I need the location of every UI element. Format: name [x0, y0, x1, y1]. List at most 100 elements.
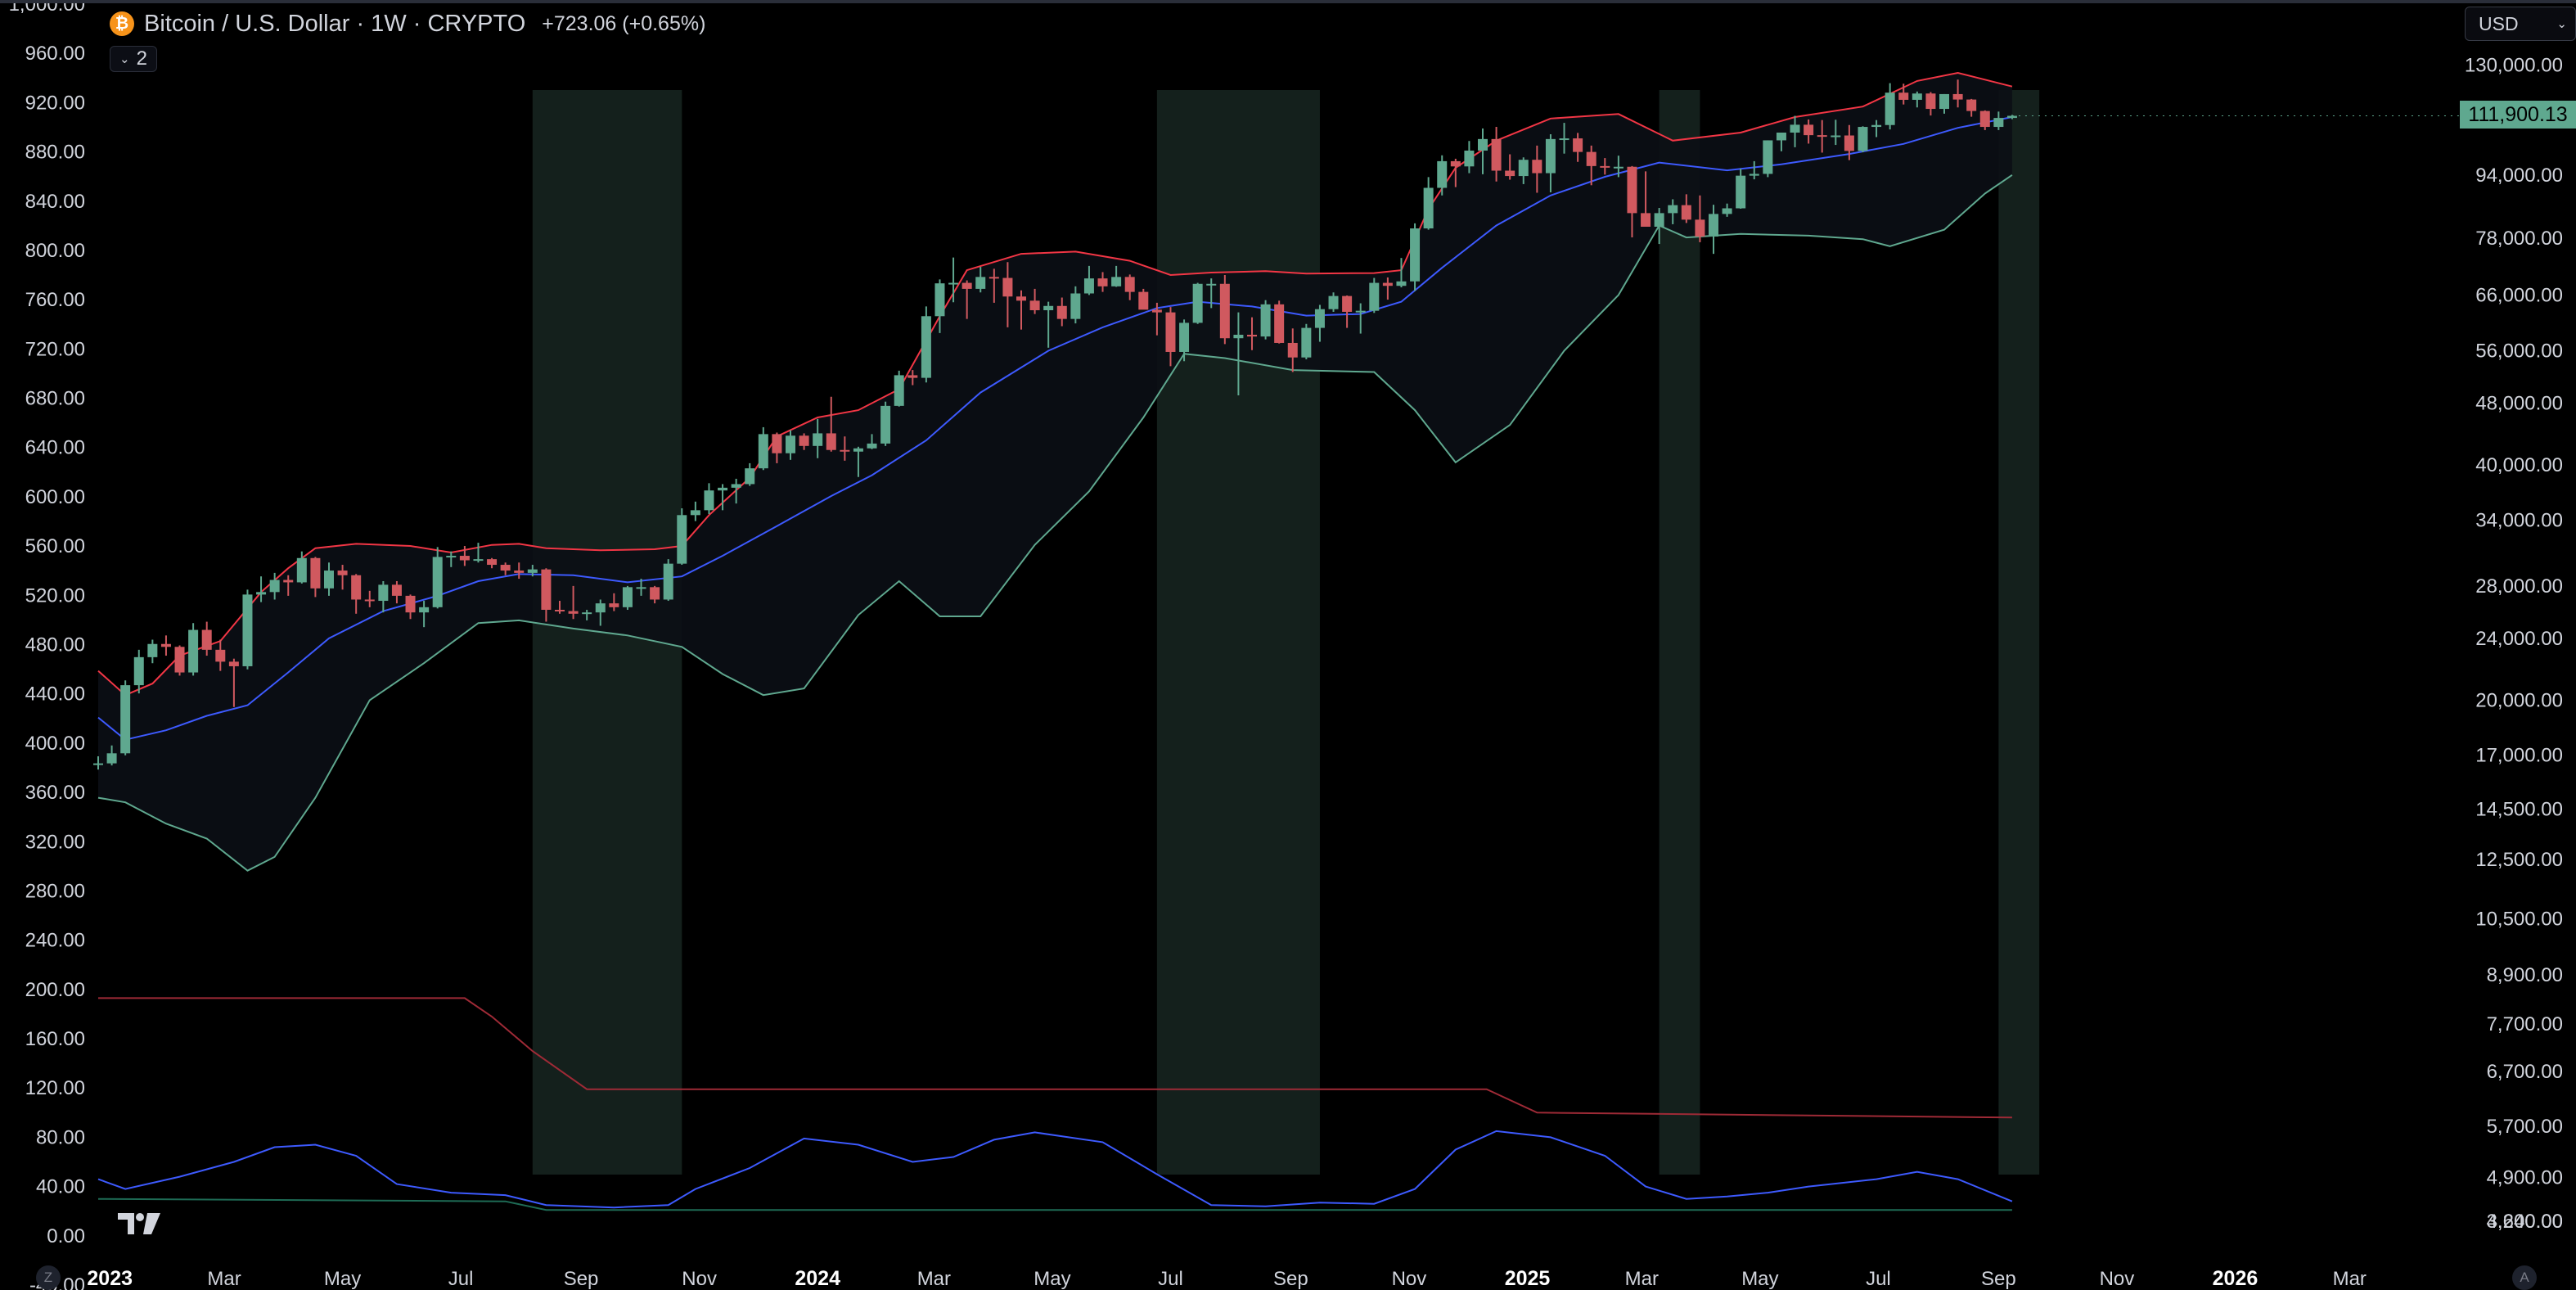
indicators-toggle-button[interactable]: ⌄ 2	[110, 46, 157, 72]
candle-body	[1559, 138, 1569, 141]
candle	[1613, 156, 1624, 178]
candle	[1695, 195, 1705, 242]
right-axis-tick: 17,000.00	[2475, 745, 2563, 767]
x-axis-tick: May	[1034, 1268, 1070, 1290]
candle-body	[1586, 151, 1596, 166]
x-axis-tick: Mar	[917, 1268, 951, 1290]
candle-body	[1790, 124, 1800, 133]
currency-selector[interactable]: USD ⌄	[2465, 7, 2576, 41]
candle	[1858, 126, 1868, 153]
candle	[663, 559, 673, 602]
candle-body	[487, 559, 498, 566]
candle	[1138, 288, 1149, 310]
candle-body	[568, 611, 579, 614]
candle	[1151, 302, 1162, 336]
symbol-title[interactable]: Bitcoin / U.S. Dollar · 1W · CRYPTO	[144, 10, 526, 37]
left-axis-tick: 480.00	[25, 634, 85, 656]
candle-body	[1627, 166, 1637, 214]
candle-body	[1314, 309, 1325, 328]
candle-body	[473, 559, 484, 562]
x-axis-tick: Mar	[2333, 1268, 2367, 1290]
candle-body	[622, 587, 633, 607]
right-axis-tick: 34,000.00	[2475, 509, 2563, 531]
candle-body	[446, 556, 457, 558]
auto-scale-button[interactable]: A	[2512, 1265, 2537, 1290]
candle-body	[378, 584, 389, 602]
candle	[1952, 79, 1963, 108]
candle	[1247, 317, 1257, 350]
right-axis: 130,000.00 94,000.00 78,000.00 66,000.00 56,…	[2465, 54, 2563, 1233]
candle-body	[364, 599, 375, 602]
candle	[283, 575, 294, 596]
left-axis-tick: 760.00	[25, 289, 85, 311]
candle	[880, 401, 891, 446]
candle-body	[201, 629, 212, 650]
candle-body	[1029, 300, 1040, 311]
candle-body	[1831, 135, 1841, 138]
candle	[500, 562, 511, 575]
left-axis-tick: 160.00	[25, 1028, 85, 1050]
candle-body	[1722, 208, 1732, 214]
candle-body	[650, 587, 660, 600]
candle	[147, 639, 158, 664]
candle-body	[1695, 219, 1705, 237]
candle-body	[826, 433, 836, 450]
candle-body	[1668, 205, 1678, 214]
x-axis-tick: Sep	[1273, 1268, 1308, 1290]
candle	[799, 433, 809, 450]
left-axis-tick: 680.00	[25, 388, 85, 410]
right-axis-tick: 78,000.00	[2475, 228, 2563, 250]
candle	[826, 396, 836, 452]
candle	[242, 589, 253, 670]
x-axis-tick: Jul	[1158, 1268, 1183, 1290]
candle	[1518, 157, 1529, 184]
right-axis-tick: 40,000.00	[2475, 454, 2563, 476]
candle-body	[1681, 205, 1691, 220]
left-axis-tick: 0.00	[47, 1225, 85, 1247]
left-axis-tick: 960.00	[25, 43, 85, 65]
candle-body	[527, 569, 538, 573]
candle	[907, 370, 918, 386]
candle	[1369, 277, 1380, 313]
right-axis-tick: 20,000.00	[2475, 689, 2563, 711]
left-axis-tick: 200.00	[25, 979, 85, 1001]
candle-body	[1532, 160, 1542, 174]
candle-body	[1450, 160, 1461, 167]
candle	[1016, 290, 1026, 330]
candle	[867, 434, 877, 449]
candle-body	[1749, 174, 1759, 176]
candle-body	[1736, 175, 1746, 209]
candle-body	[718, 487, 728, 491]
candle	[487, 557, 498, 569]
left-axis-tick: 400.00	[25, 733, 85, 755]
candle-body	[853, 448, 863, 452]
candle	[1274, 300, 1285, 344]
candle-body	[188, 629, 199, 673]
candle-body	[1478, 138, 1488, 151]
candle-body	[283, 580, 294, 583]
candle	[174, 645, 185, 676]
candle-body	[1369, 282, 1380, 311]
candle	[188, 623, 199, 676]
candle	[1627, 165, 1637, 238]
candle	[1070, 286, 1081, 324]
candle	[1925, 92, 1936, 116]
candle	[324, 562, 334, 596]
candle-body	[228, 661, 239, 666]
candle	[1871, 120, 1882, 138]
candle-body	[934, 283, 945, 317]
x-axis-tick: Jul	[1866, 1268, 1891, 1290]
highlight-zone	[1998, 90, 2040, 1175]
zoom-reset-button[interactable]: Z	[36, 1265, 61, 1290]
right-axis-tick: 94,000.00	[2475, 165, 2563, 187]
candle	[1776, 132, 1786, 151]
candle	[1545, 133, 1556, 193]
candle-body	[1505, 170, 1515, 177]
left-axis-tick: 280.00	[25, 880, 85, 902]
candle	[1382, 277, 1393, 300]
candle-body	[1328, 295, 1339, 309]
candle-body	[1111, 277, 1122, 286]
right-axis-tick: 5,700.00	[2487, 1116, 2563, 1138]
tradingview-logo-icon[interactable]	[116, 1210, 162, 1238]
